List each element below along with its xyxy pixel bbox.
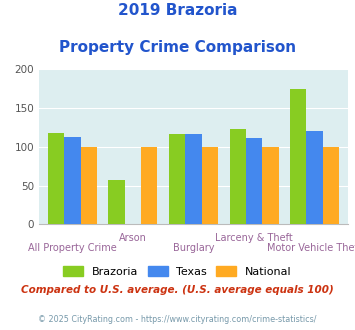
Bar [169,134,185,224]
Text: Compared to U.S. average. (U.S. average equals 100): Compared to U.S. average. (U.S. average … [21,285,334,295]
Text: Motor Vehicle Theft: Motor Vehicle Theft [267,243,355,252]
Bar [141,147,158,224]
Text: 2019 Brazoria: 2019 Brazoria [118,3,237,18]
Bar [48,133,64,224]
Bar [64,137,81,224]
Bar [306,131,323,224]
Text: All Property Crime: All Property Crime [28,243,117,252]
Bar [229,129,246,224]
Bar [262,147,279,224]
Legend: Brazoria, Texas, National: Brazoria, Texas, National [59,261,296,281]
Bar [246,138,262,224]
Bar [323,147,339,224]
Bar [290,89,306,224]
Bar [81,147,97,224]
Text: Arson: Arson [119,233,147,243]
Bar [108,180,125,224]
Text: Burglary: Burglary [173,243,214,252]
Bar [202,147,218,224]
Text: Property Crime Comparison: Property Crime Comparison [59,40,296,54]
Bar [185,134,202,224]
Text: © 2025 CityRating.com - https://www.cityrating.com/crime-statistics/: © 2025 CityRating.com - https://www.city… [38,315,317,324]
Text: Larceny & Theft: Larceny & Theft [215,233,293,243]
